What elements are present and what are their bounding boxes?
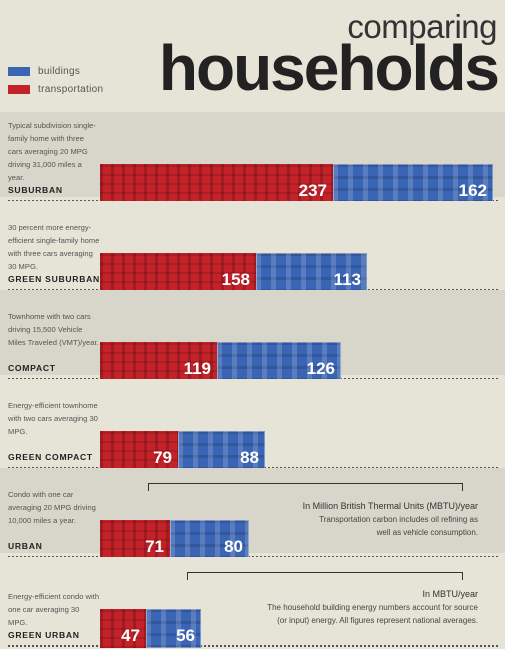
note-1-bracket (148, 483, 463, 484)
value-label-buildings-suburban: 162 (458, 181, 487, 200)
row-label-suburban: SUBURBAN (8, 185, 63, 195)
value-label-transportation-green-urban: 47 (121, 626, 140, 645)
value-label-buildings-green-compact: 88 (240, 448, 259, 467)
value-label-buildings-green-suburban: 113 (333, 270, 361, 289)
note-2-head: In MBTU/year (422, 589, 478, 599)
bar-buildings-suburban: 162 (333, 164, 493, 203)
row-band-urban (0, 468, 505, 553)
note-2-bracket-tick-left (187, 572, 188, 580)
bar-transportation-green-suburban: 158 (100, 253, 256, 292)
legend: buildings transportation (8, 62, 103, 98)
row-description-suburban: Typical subdivision single-family home w… (8, 121, 96, 182)
note-2-line-1: The household building energy numbers ac… (267, 603, 478, 612)
bar-transportation-green-urban: 47 (100, 609, 146, 648)
row-description-green-urban: Energy-efficient condo with one car aver… (8, 592, 100, 627)
legend-item-buildings: buildings (8, 62, 103, 80)
value-label-transportation-urban: 71 (145, 537, 164, 556)
note-2-bracket (187, 572, 463, 573)
title-line-1: comparing (347, 8, 497, 45)
note-1-head: In Million British Thermal Units (MBTU)/… (302, 501, 478, 511)
row-label-urban: URBAN (8, 541, 43, 551)
note-2: In MBTU/year The household building ener… (267, 588, 478, 627)
note-1-bracket-tick-right (462, 483, 463, 491)
bar-buildings-urban: 80 (170, 520, 249, 559)
value-label-transportation-green-compact: 79 (153, 448, 172, 467)
row-label-compact: COMPACT (8, 363, 56, 373)
title-line-2: households (158, 32, 500, 104)
note-1-line-1: Transportation carbon includes oil refin… (319, 515, 478, 524)
bar-buildings-compact: 126 (217, 342, 341, 381)
note-1: In Million British Thermal Units (MBTU)/… (303, 500, 478, 539)
row-description-green-compact: Energy-efficient townhome with two cars … (8, 401, 98, 436)
legend-item-transportation: transportation (8, 80, 103, 98)
row-label-green-compact: GREEN COMPACT (8, 452, 93, 462)
value-label-buildings-green-urban: 56 (176, 626, 195, 645)
note-2-line-2: (or input) energy. All figures represent… (277, 616, 478, 625)
value-label-transportation-compact: 119 (183, 359, 211, 378)
row-band-green-urban (0, 557, 505, 642)
note-2-bracket-tick-right (462, 572, 463, 580)
bar-transportation-urban: 71 (100, 520, 170, 559)
legend-label-buildings: buildings (38, 65, 81, 77)
bar-transportation-green-compact: 79 (100, 431, 178, 470)
value-label-transportation-suburban: 237 (298, 181, 327, 200)
bar-transportation-compact: 119 (100, 342, 217, 381)
row-description-compact: Townhome with two cars driving 15,500 Ve… (8, 312, 99, 347)
row-description-green-suburban: 30 percent more energy-efficient single-… (8, 223, 100, 271)
row-divider (8, 645, 498, 647)
row-label-green-suburban: GREEN SUBURBAN (8, 274, 100, 284)
row-label-green-urban: GREEN URBAN (8, 630, 80, 640)
bar-buildings-green-urban: 56 (146, 609, 201, 648)
bar-buildings-green-suburban: 113 (256, 253, 367, 292)
value-label-transportation-green-suburban: 158 (221, 270, 250, 289)
note-1-bracket-tick-left (148, 483, 149, 491)
row-description-urban: Condo with one car averaging 20 MPG driv… (8, 490, 96, 525)
legend-label-transportation: transportation (38, 83, 104, 95)
legend-swatch-transportation (8, 84, 30, 94)
bar-buildings-green-compact: 88 (178, 431, 265, 470)
note-1-line-2: well as vehicle consumption. (376, 528, 478, 537)
value-label-buildings-urban: 80 (224, 537, 243, 556)
legend-swatch-buildings (8, 66, 30, 76)
value-label-buildings-compact: 126 (306, 359, 335, 378)
bar-transportation-suburban: 237 (100, 164, 333, 203)
